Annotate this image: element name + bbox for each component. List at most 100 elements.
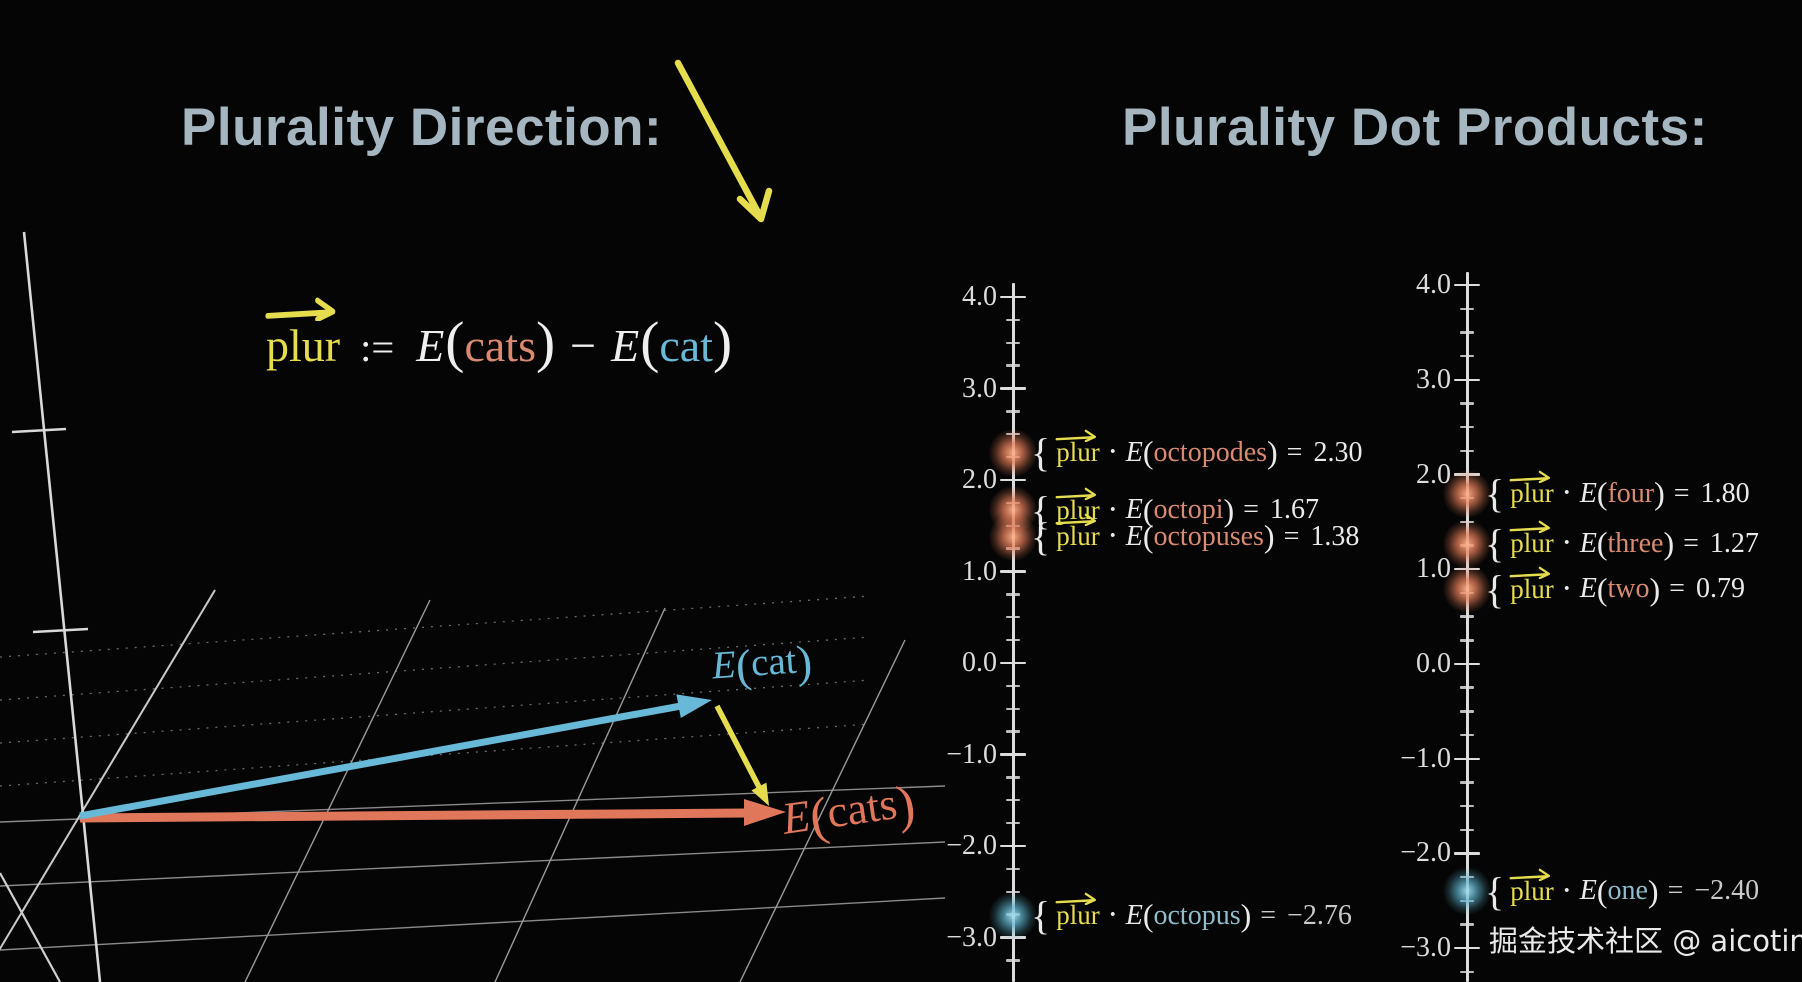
tick-label: 0.0 [962, 647, 997, 678]
formula-term: cats [464, 320, 536, 371]
major-tick [1454, 284, 1480, 287]
paren-close: ) [1663, 525, 1675, 562]
tick-label: 4.0 [1416, 269, 1451, 301]
equals-sign: = [1243, 494, 1259, 526]
formula-term: E [611, 320, 640, 371]
major-tick [1000, 661, 1026, 665]
dot-product-value: 1.80 [1700, 477, 1750, 509]
minor-tick [1460, 828, 1474, 831]
vector-name: plur [1510, 573, 1554, 604]
equals-sign: = [1667, 875, 1684, 907]
dot-product-row: {plur · E(three) = 1.27 [1485, 520, 1759, 566]
paren-open: ( [1596, 570, 1608, 607]
embedded-word: four [1607, 477, 1655, 509]
minor-tick [1460, 639, 1474, 642]
vector-overline-arrow-icon [1509, 868, 1551, 881]
brace: { [1031, 487, 1051, 533]
vector-name: plur [1510, 875, 1554, 906]
vector-overline-arrow-icon [1509, 566, 1551, 579]
dot-product-row: {plur · E(octopus) = −2.76 [1031, 892, 1352, 939]
embedded-word: octopi [1153, 494, 1224, 526]
major-tick [1000, 478, 1026, 482]
minor-tick [1006, 593, 1020, 596]
dot-product-row: {plur · E(one) = −2.40 [1485, 868, 1759, 914]
minor-tick [1460, 686, 1474, 689]
minor-tick [1460, 970, 1474, 973]
major-tick [1000, 387, 1026, 390]
dot-operator: · [1108, 496, 1117, 523]
dot-product-row: {plur · E(two) = 0.79 [1485, 566, 1745, 612]
equals-sign: = [1283, 520, 1300, 552]
equals-sign: = [1260, 899, 1277, 931]
minor-tick [1006, 364, 1020, 367]
dot-product-row: {plur · E(octopodes) = 2.30 [1031, 429, 1362, 476]
plur-vector-symbol: plur [1509, 868, 1554, 906]
tick-label: −3.0 [1400, 932, 1451, 964]
minor-tick [1460, 733, 1474, 737]
vector-name: plur [1056, 521, 1100, 552]
embed-function: E [1579, 477, 1597, 509]
data-point-dot [1443, 519, 1491, 568]
minor-tick [1006, 341, 1020, 344]
dot-product-value: 1.27 [1709, 527, 1759, 559]
brace: { [1031, 893, 1051, 939]
equals-sign: = [1669, 573, 1685, 605]
vector-name: plur [1510, 528, 1554, 559]
embedded-word: one [1607, 875, 1648, 907]
data-point-dot [1443, 469, 1491, 518]
equals-sign: = [1673, 477, 1690, 509]
minor-tick [1460, 923, 1474, 926]
tick-label: −3.0 [946, 921, 997, 953]
minor-tick [1460, 307, 1474, 311]
data-point-dot [989, 512, 1037, 561]
tick-label: 4.0 [962, 281, 997, 312]
major-tick [1454, 852, 1480, 855]
minor-tick [1460, 449, 1474, 453]
dot-operator: · [1108, 902, 1117, 929]
dot-operator: · [1562, 480, 1571, 507]
assign-operator: := [360, 325, 395, 370]
tick-label: 1.0 [962, 555, 997, 587]
minor-tick [1006, 638, 1020, 642]
minor-tick [1460, 804, 1474, 808]
embed-function: E [1579, 527, 1597, 559]
brace: { [1031, 514, 1051, 560]
minor-tick [1006, 684, 1020, 688]
major-tick [1000, 753, 1026, 756]
vector-overline-arrow-icon [1509, 520, 1551, 534]
vector-name: plur [1510, 478, 1554, 509]
dot-product-value: 1.38 [1310, 520, 1360, 552]
brace: { [1485, 471, 1505, 517]
formula-term: ( [640, 311, 660, 374]
brace: { [1485, 566, 1505, 612]
paren-close: ) [1263, 518, 1275, 555]
embed-function: E [1125, 899, 1143, 931]
minor-tick [1006, 959, 1020, 962]
formula-term: ) [712, 311, 733, 374]
dot-product-value: 1.67 [1269, 494, 1319, 526]
minor-tick [1460, 426, 1474, 429]
plur-vector-symbol: plur [1055, 892, 1100, 929]
embedded-word: two [1607, 573, 1650, 605]
embedded-word: octopuses [1153, 520, 1264, 552]
embed-function: E [1579, 875, 1597, 907]
major-tick [1454, 757, 1480, 760]
data-point-dot [989, 428, 1037, 477]
dot-product-row: {plur · E(octopi) = 1.67 [1031, 487, 1319, 533]
brace: { [1031, 430, 1051, 476]
tick-label: 3.0 [962, 372, 997, 404]
embedded-word: octopus [1153, 899, 1241, 931]
minor-tick [1006, 410, 1020, 413]
left-title: Plurality Direction: [181, 98, 663, 157]
vector-overline-arrow-icon [1509, 470, 1551, 484]
major-tick [1454, 378, 1480, 382]
minor-tick [1006, 799, 1020, 802]
paren-open: ( [1142, 491, 1154, 528]
embed-function: E [1125, 494, 1143, 526]
plurality-formula: plur:= E(cats) − E(cat) [264, 297, 733, 377]
paren-close: ) [1649, 570, 1661, 607]
formula-term: ) [535, 311, 556, 374]
minor-tick [1006, 707, 1020, 710]
